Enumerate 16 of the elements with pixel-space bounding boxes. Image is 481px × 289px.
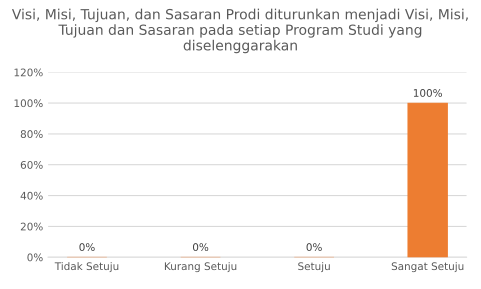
y-tick-label: 40% xyxy=(20,192,43,200)
y-tick-label: 20% xyxy=(20,222,43,230)
y-tick-label: 120% xyxy=(14,68,43,76)
data-label: 0% xyxy=(192,243,208,252)
data-label: 0% xyxy=(306,243,322,252)
data-label: 0% xyxy=(79,243,95,252)
x-tick-label: Sangat Setuju xyxy=(392,262,464,272)
y-tick-label: 100% xyxy=(14,99,43,108)
chart-title: Visi, Misi, Tujuan, dan Sasaran Prodi diturunkan menjadi Visi, Misi, Tujuan dan Sasaran pada setiap Program Studi yang diselenggarakan xyxy=(12,8,468,54)
y-tick-label: 0% xyxy=(27,253,43,262)
data-label: 100% xyxy=(414,89,442,97)
y-tick-label: 80% xyxy=(20,130,43,138)
x-tick-label: Tidak Setuju xyxy=(54,262,118,272)
x-tick-label: Kurang Setuju xyxy=(164,262,236,272)
x-tick-label: Setuju xyxy=(298,262,330,272)
y-tick-label: 60% xyxy=(20,160,43,169)
